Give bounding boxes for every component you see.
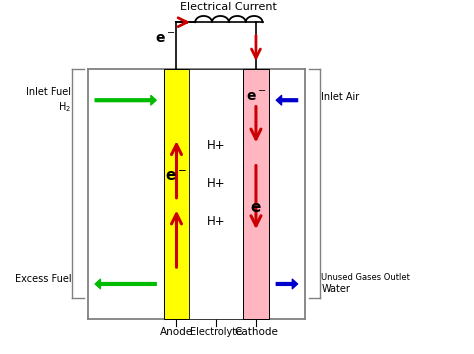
Bar xyxy=(189,69,243,319)
Text: e$^-$: e$^-$ xyxy=(165,169,188,184)
Text: Electrolyte: Electrolyte xyxy=(190,327,242,337)
Text: H$_2$: H$_2$ xyxy=(58,100,71,114)
Text: Cathode: Cathode xyxy=(234,327,278,337)
Text: Excess Fuel: Excess Fuel xyxy=(15,274,71,284)
Text: e$^-$: e$^-$ xyxy=(246,90,266,104)
Bar xyxy=(164,69,189,319)
Text: Inlet Air: Inlet Air xyxy=(321,92,360,102)
Text: Anode: Anode xyxy=(160,327,193,337)
Text: H+: H+ xyxy=(207,215,226,228)
Text: e: e xyxy=(251,200,261,215)
Text: Unused Gases Outlet: Unused Gases Outlet xyxy=(321,273,410,281)
Text: Water: Water xyxy=(321,284,350,294)
Text: Inlet Fuel: Inlet Fuel xyxy=(27,86,71,97)
Text: Electrical Current: Electrical Current xyxy=(181,2,277,12)
Bar xyxy=(243,69,269,319)
Text: e$^-$: e$^-$ xyxy=(155,32,175,46)
Text: H+: H+ xyxy=(207,177,226,190)
Text: H+: H+ xyxy=(207,139,226,152)
